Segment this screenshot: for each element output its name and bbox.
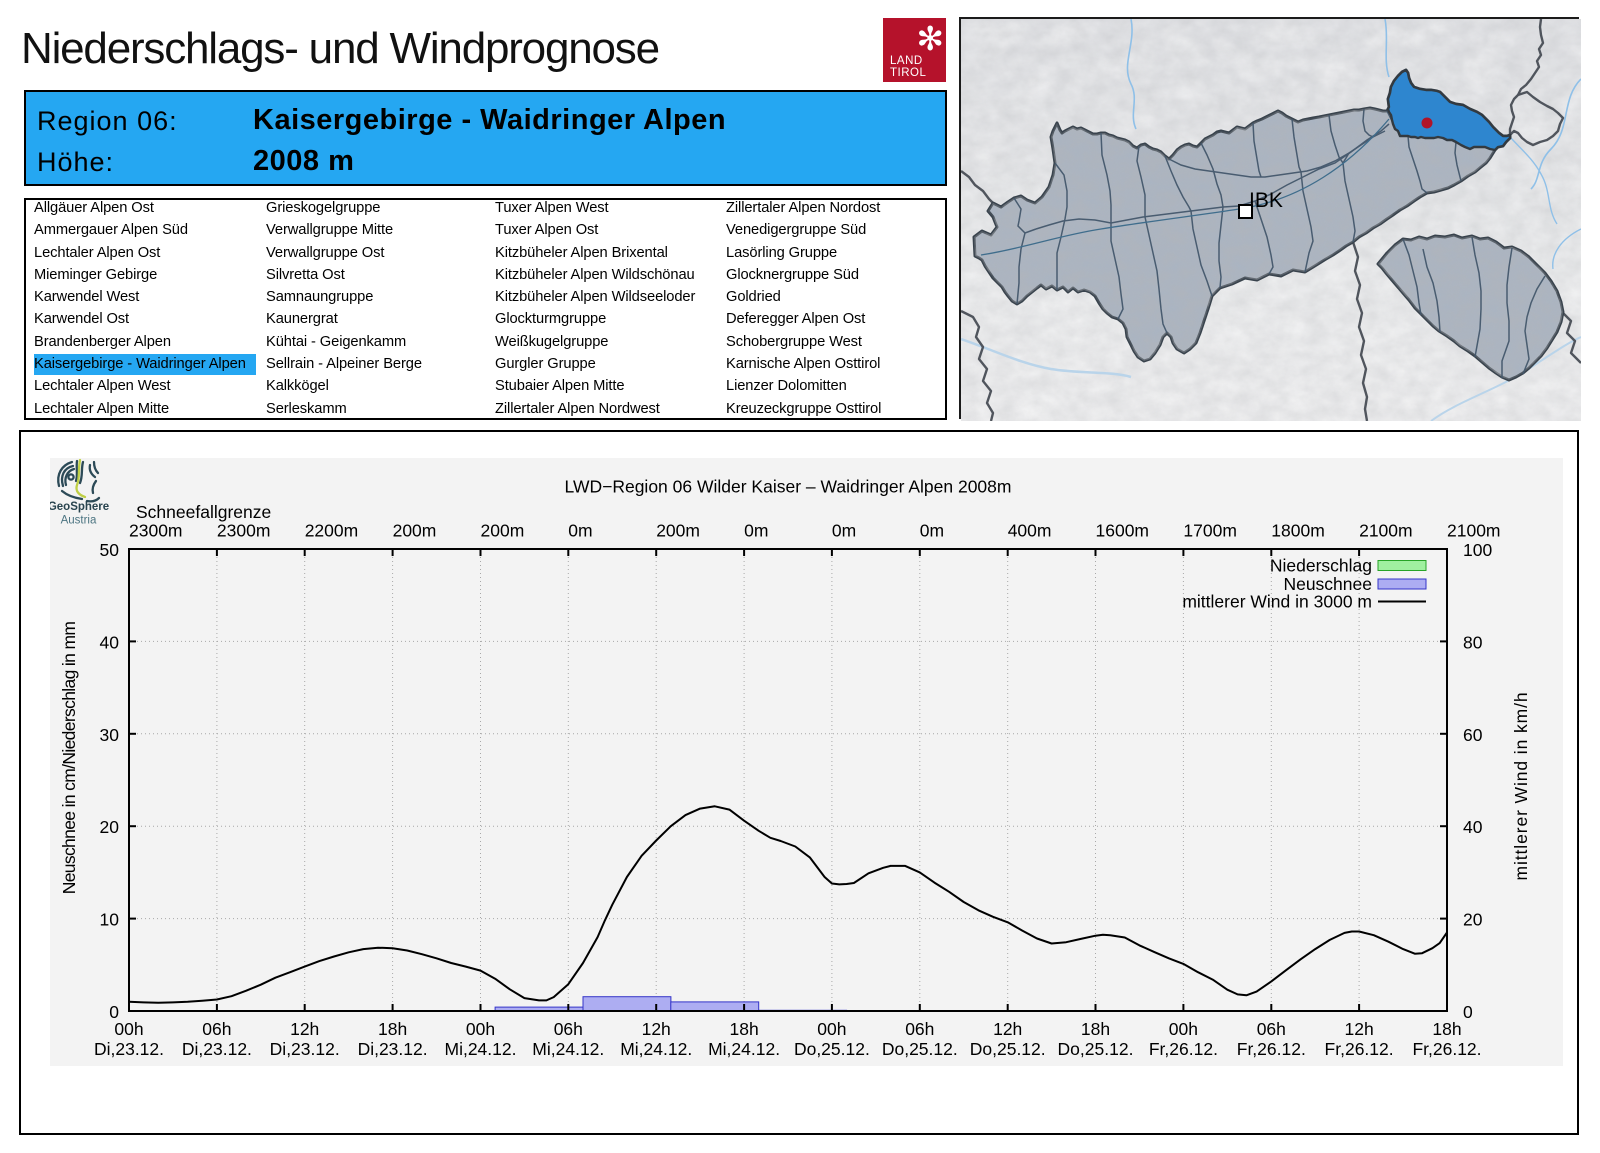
svg-text:10: 10 bbox=[100, 910, 120, 930]
svg-text:Neuschnee in cm/Niederschlag i: Neuschnee in cm/Niederschlag in mm bbox=[59, 622, 79, 895]
svg-text:Do,25.12.: Do,25.12. bbox=[882, 1039, 958, 1059]
svg-text:2100m: 2100m bbox=[1447, 521, 1501, 541]
svg-text:2300m: 2300m bbox=[129, 521, 183, 541]
svg-text:00h: 00h bbox=[817, 1019, 846, 1039]
svg-text:Di,23.12.: Di,23.12. bbox=[94, 1039, 164, 1059]
svg-text:Fr,26.12.: Fr,26.12. bbox=[1149, 1039, 1218, 1059]
svg-text:12h: 12h bbox=[1344, 1019, 1373, 1039]
svg-text:30: 30 bbox=[100, 725, 120, 745]
svg-text:1700m: 1700m bbox=[1183, 521, 1237, 541]
svg-text:Fr,26.12.: Fr,26.12. bbox=[1325, 1039, 1394, 1059]
svg-text:0m: 0m bbox=[568, 521, 592, 541]
svg-text:Mi,24.12.: Mi,24.12. bbox=[532, 1039, 604, 1059]
svg-text:20: 20 bbox=[100, 817, 120, 837]
svg-text:80: 80 bbox=[1463, 632, 1483, 652]
svg-text:0m: 0m bbox=[920, 521, 944, 541]
svg-text:06h: 06h bbox=[202, 1019, 231, 1039]
svg-text:Mi,24.12.: Mi,24.12. bbox=[445, 1039, 517, 1059]
svg-text:Schneefallgrenze: Schneefallgrenze bbox=[136, 502, 271, 522]
svg-text:200m: 200m bbox=[481, 521, 525, 541]
svg-text:Fr,26.12.: Fr,26.12. bbox=[1412, 1039, 1481, 1059]
svg-text:2300m: 2300m bbox=[217, 521, 271, 541]
svg-text:Di,23.12.: Di,23.12. bbox=[182, 1039, 252, 1059]
svg-text:2200m: 2200m bbox=[305, 521, 359, 541]
svg-text:Austria: Austria bbox=[61, 515, 97, 527]
svg-text:400m: 400m bbox=[1008, 521, 1052, 541]
svg-text:2100m: 2100m bbox=[1359, 521, 1413, 541]
svg-text:mittlerer Wind in 3000 m: mittlerer Wind in 3000 m bbox=[1182, 592, 1372, 612]
svg-text:Do,25.12.: Do,25.12. bbox=[794, 1039, 870, 1059]
svg-text:50: 50 bbox=[100, 540, 120, 560]
svg-text:00h: 00h bbox=[1169, 1019, 1198, 1039]
svg-text:0: 0 bbox=[109, 1002, 119, 1022]
svg-text:100: 100 bbox=[1463, 540, 1492, 560]
svg-text:12h: 12h bbox=[290, 1019, 319, 1039]
svg-text:12h: 12h bbox=[993, 1019, 1022, 1039]
svg-text:60: 60 bbox=[1463, 725, 1483, 745]
svg-text:Neuschnee: Neuschnee bbox=[1283, 574, 1372, 594]
svg-text:0m: 0m bbox=[744, 521, 768, 541]
svg-text:18h: 18h bbox=[729, 1019, 758, 1039]
svg-text:12h: 12h bbox=[642, 1019, 671, 1039]
svg-text:Mi,24.12.: Mi,24.12. bbox=[708, 1039, 780, 1059]
svg-text:18h: 18h bbox=[1081, 1019, 1110, 1039]
svg-text:40: 40 bbox=[1463, 817, 1483, 837]
svg-text:0m: 0m bbox=[832, 521, 856, 541]
svg-text:IBK: IBK bbox=[1249, 189, 1283, 212]
svg-text:06h: 06h bbox=[905, 1019, 934, 1039]
svg-text:Di,23.12.: Di,23.12. bbox=[358, 1039, 428, 1059]
svg-text:GeoSphere: GeoSphere bbox=[50, 501, 109, 513]
svg-text:20: 20 bbox=[1463, 910, 1483, 930]
svg-text:00h: 00h bbox=[466, 1019, 495, 1039]
svg-text:Mi,24.12.: Mi,24.12. bbox=[620, 1039, 692, 1059]
svg-text:Niederschlag: Niederschlag bbox=[1270, 556, 1372, 576]
svg-text:40: 40 bbox=[100, 632, 120, 652]
svg-text:06h: 06h bbox=[1257, 1019, 1286, 1039]
svg-text:mittlerer Wind in km/h: mittlerer Wind in km/h bbox=[1511, 692, 1531, 881]
svg-text:Fr,26.12.: Fr,26.12. bbox=[1237, 1039, 1306, 1059]
svg-text:200m: 200m bbox=[656, 521, 700, 541]
svg-text:00h: 00h bbox=[114, 1019, 143, 1039]
svg-text:LWD−Region 06 Wilder Kaiser –: LWD−Region 06 Wilder Kaiser – Waidringer… bbox=[565, 477, 1012, 497]
svg-text:18h: 18h bbox=[1432, 1019, 1461, 1039]
svg-text:1800m: 1800m bbox=[1271, 521, 1325, 541]
svg-text:Do,25.12.: Do,25.12. bbox=[970, 1039, 1046, 1059]
svg-text:0: 0 bbox=[1463, 1002, 1473, 1022]
svg-text:200m: 200m bbox=[393, 521, 437, 541]
svg-text:Di,23.12.: Di,23.12. bbox=[270, 1039, 340, 1059]
svg-text:Do,25.12.: Do,25.12. bbox=[1058, 1039, 1134, 1059]
svg-text:18h: 18h bbox=[378, 1019, 407, 1039]
svg-text:06h: 06h bbox=[554, 1019, 583, 1039]
svg-text:1600m: 1600m bbox=[1096, 521, 1150, 541]
